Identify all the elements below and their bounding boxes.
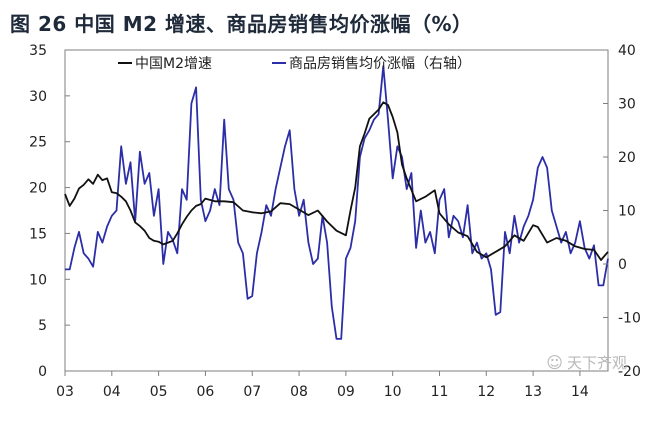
- x-tick-label: 09: [337, 384, 355, 400]
- x-tick-label: 08: [290, 384, 308, 400]
- left-tick-label: 20: [29, 181, 47, 197]
- right-tick-label: 20: [618, 150, 636, 166]
- watermark-text: 天下齐观: [566, 354, 627, 372]
- x-tick-label: 10: [384, 384, 402, 400]
- left-tick-label: 35: [29, 43, 47, 59]
- legend-label: 中国M2增速: [135, 56, 212, 72]
- series-layer: [64, 65, 609, 340]
- right-tick-label: 0: [618, 257, 627, 273]
- chart-title: 图 26 中国 M2 增速、商品房销售均价涨幅（%）: [10, 12, 473, 36]
- left-tick-label: 10: [29, 272, 47, 288]
- series-line-price: [65, 65, 609, 340]
- series-line-m2: [64, 101, 609, 261]
- left-tick-label: 25: [29, 135, 47, 151]
- right-tick-label: -10: [618, 311, 641, 327]
- right-tick-label: 10: [618, 204, 636, 220]
- plot-border: [64, 49, 609, 372]
- right-tick-label: 40: [618, 43, 636, 59]
- x-tick-label: 13: [524, 384, 542, 400]
- x-tick-label: 04: [103, 384, 121, 400]
- x-tick-label: 14: [571, 384, 589, 400]
- x-tick-label: 11: [431, 384, 449, 400]
- watermark: ☺ 天下齐观: [546, 352, 627, 373]
- right-tick-label: 30: [618, 97, 636, 113]
- left-tick-label: 0: [38, 364, 47, 380]
- legend: 中国M2增速 商品房销售均价涨幅（右轴）: [118, 56, 471, 72]
- left-tick-label: 15: [29, 226, 47, 242]
- plot-frame: [64, 49, 609, 372]
- x-tick-label: 07: [243, 384, 261, 400]
- left-tick-label: 5: [38, 318, 47, 334]
- wechat-icon: ☺: [546, 353, 563, 372]
- right-tick-label: -20: [618, 364, 641, 380]
- left-tick-label: 30: [29, 89, 47, 105]
- x-tick-label: 12: [477, 384, 495, 400]
- x-tick-label: 06: [197, 384, 215, 400]
- legend-label: 商品房销售均价涨幅（右轴）: [289, 56, 471, 72]
- x-tick-label: 03: [56, 384, 74, 400]
- x-tick-label: 05: [150, 384, 168, 400]
